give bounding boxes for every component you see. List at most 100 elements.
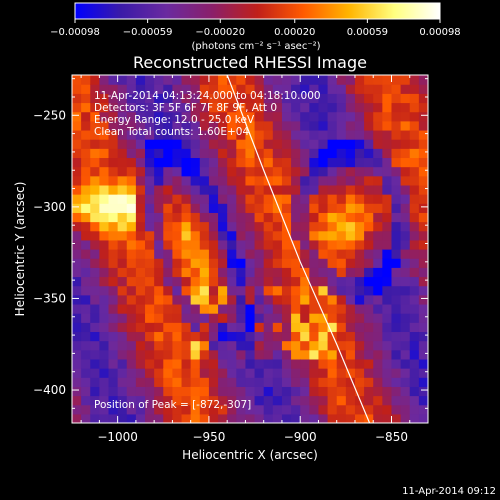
heatmap-cell [72,184,82,195]
heatmap-cell [281,203,292,213]
heatmap-cell [272,129,283,140]
heatmap-cell [145,148,155,159]
heatmap-cell [135,175,146,186]
heatmap-cell [373,212,383,223]
heatmap-cell [163,139,174,149]
heatmap-cell [327,249,338,259]
heatmap-cell [336,377,347,387]
heatmap-cell [281,239,292,250]
heatmap-cell [208,395,219,406]
heatmap-cell [236,139,247,149]
heatmap-cell [281,230,292,241]
heatmap-cell [345,349,356,360]
heatmap-cell [199,331,210,342]
heatmap-cell [254,377,265,387]
heatmap-cell [163,175,174,186]
heatmap-cell [108,377,119,387]
heatmap-cell [72,221,82,232]
heatmap-cell [254,404,265,415]
heatmap-cell [145,221,155,232]
heatmap-cell [382,377,393,387]
heatmap-cell [199,120,210,131]
heatmap-cell [72,129,82,140]
heatmap-cell [418,322,428,333]
heatmap-cell [409,368,420,378]
heatmap-cell [190,276,201,287]
heatmap-cell [90,239,100,250]
heatmap-cell [126,349,137,360]
heatmap-cell [117,139,128,149]
heatmap-cell [263,322,274,333]
heatmap-cell [236,184,247,195]
heatmap-cell [309,386,320,397]
heatmap-cell [373,322,383,333]
heatmap-cell [291,404,301,415]
heatmap-cell [336,111,347,122]
heatmap-cell [172,139,183,149]
heatmap-cell [181,258,192,268]
heatmap-cell [418,249,428,259]
heatmap-cell [382,395,393,406]
heatmap-cell [418,285,428,296]
heatmap-cell [154,111,164,122]
heatmap-cell [117,349,128,360]
heatmap-cell [81,139,91,149]
heatmap-cell [199,285,210,296]
heatmap-cell [391,377,402,387]
heatmap-cell [309,377,320,387]
heatmap-cell [291,184,301,195]
heatmap-cell [81,84,91,94]
heatmap-cell [245,267,256,278]
heatmap-cell [154,203,164,213]
heatmap-cell [135,313,146,323]
heatmap-cell [382,120,393,131]
heatmap-cell [245,75,256,85]
heatmap-cell [309,184,320,195]
heatmap-cell [145,267,155,278]
heatmap-cell [108,349,119,360]
heatmap-cell [181,221,192,232]
heatmap-cell [108,303,119,314]
heatmap-cell [126,157,137,168]
heatmap-cell [117,404,128,415]
heatmap-cell [309,239,320,250]
heatmap-cell [418,230,428,241]
heatmap-cell [345,258,356,268]
heatmap-cell [227,221,237,232]
heatmap-cell [254,249,265,259]
heatmap-cell [300,249,310,259]
heatmap-cell [90,75,100,85]
heatmap-cell [391,184,402,195]
heatmap-cell [418,148,428,159]
heatmap-cell [145,294,155,305]
heatmap-cell [163,349,174,360]
heatmap-cell [218,129,228,140]
heatmap-cell [364,184,374,195]
heatmap-cell [181,175,192,186]
heatmap-cell [254,285,265,296]
heatmap-cell [135,413,146,423]
heatmap-cell [199,276,210,287]
heatmap-cell [126,404,137,415]
heatmap-cell [391,139,402,149]
colorbar-ticks: −0.00098 −0.00059 −0.00020 0.00020 0.00059 0.… [50,19,461,38]
heatmap-cell [354,212,365,223]
heatmap-cell [190,386,201,397]
heatmap-cell [409,111,420,122]
heatmap-cell [163,120,174,131]
heatmap-cell [309,102,320,113]
heatmap-cell [318,368,329,378]
heatmap-cell [99,267,110,278]
heatmap-cell [99,377,110,387]
heatmap-cell [354,404,365,415]
heatmap-cell [281,358,292,369]
heatmap-cell [373,194,383,204]
heatmap-cell [72,148,82,159]
heatmap-cell [281,258,292,268]
heatmap-cell [227,267,237,278]
heatmap-cell [117,249,128,259]
heatmap-cell [300,368,310,378]
heatmap-cell [409,129,420,140]
heatmap-cell [364,175,374,186]
heatmap-cell [300,285,310,296]
